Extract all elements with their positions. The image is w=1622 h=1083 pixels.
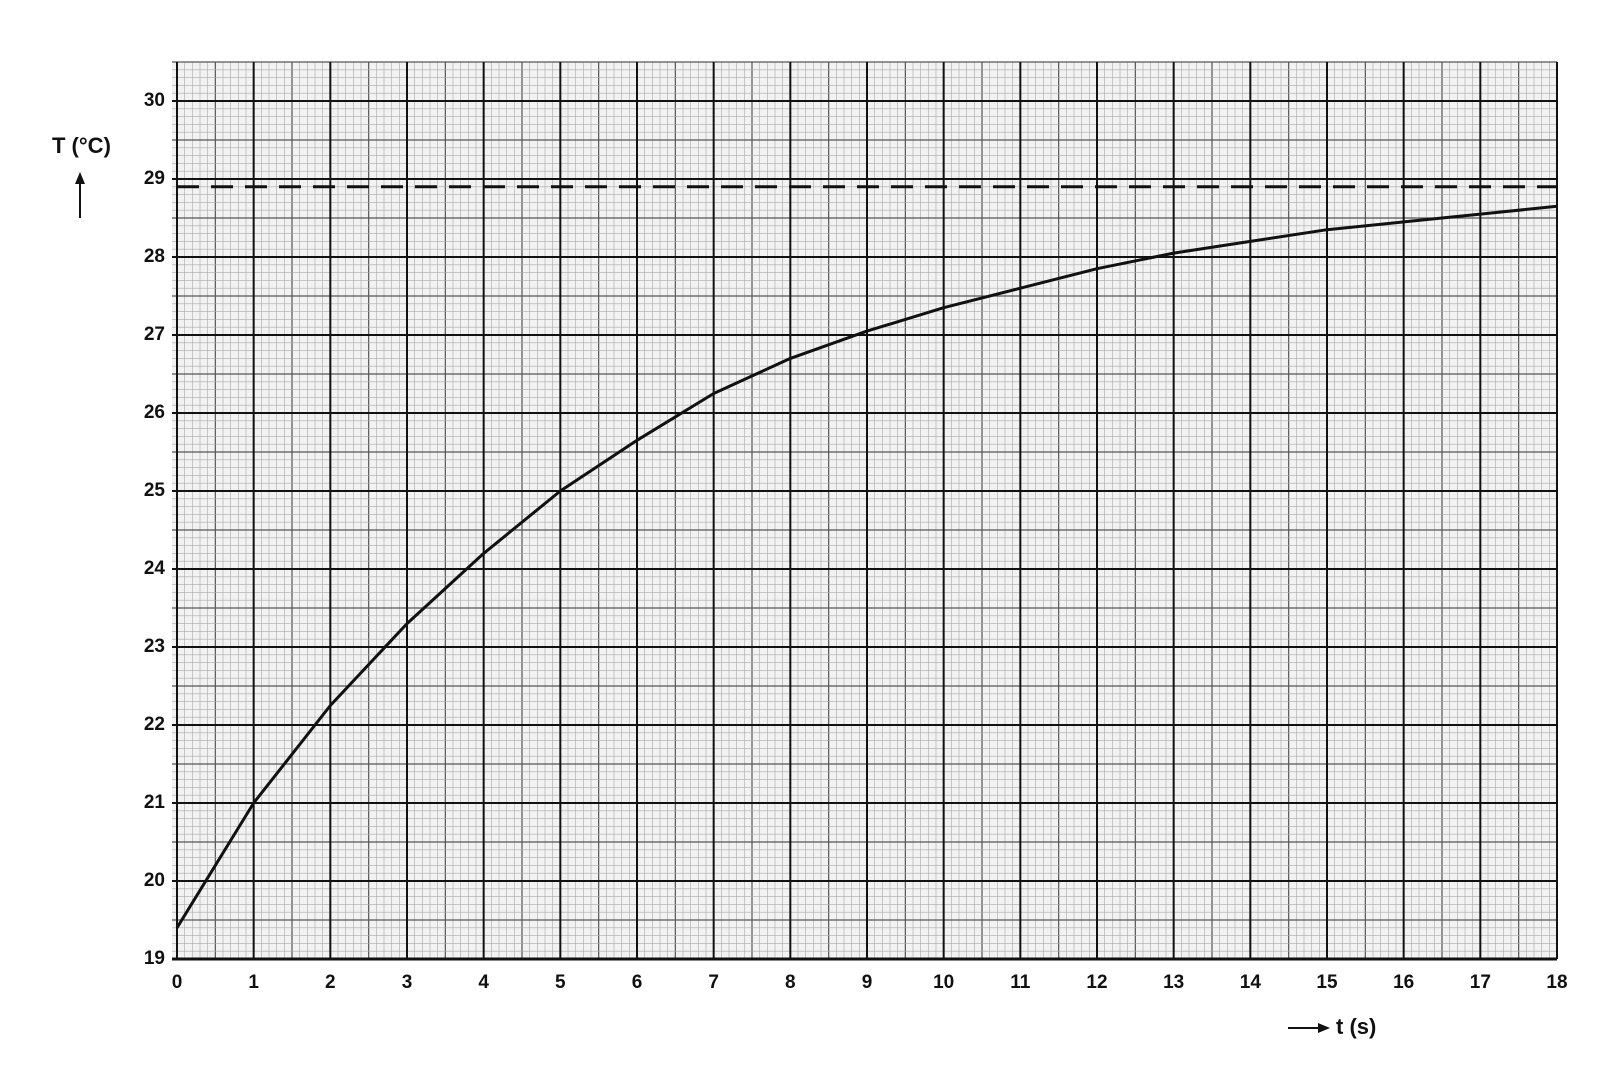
y-tick-label: 21 [144, 792, 166, 813]
x-tick-label: 6 [632, 972, 643, 993]
x-tick-label: 1 [248, 972, 259, 993]
x-tick-label: 8 [785, 972, 796, 993]
curve [175, 204, 1558, 929]
paper [172, 62, 1557, 959]
x-arrowhead [1318, 1023, 1330, 1033]
graph-paper [172, 61, 1558, 960]
x-tick-label: 18 [1546, 972, 1567, 993]
x-tick-label: 15 [1316, 972, 1338, 993]
major-grid [172, 62, 1558, 960]
x-tick-label: 4 [478, 972, 489, 993]
y-axis-label: T (°C) [52, 133, 111, 158]
x-tick-label: 3 [402, 972, 413, 993]
plot [172, 185, 1558, 961]
y-tick-label: 19 [144, 948, 165, 969]
y-tick-label: 29 [144, 168, 165, 189]
x-tick-label: 0 [172, 972, 183, 993]
y-tick-label: 30 [144, 90, 165, 111]
y-tick-label: 26 [144, 402, 165, 423]
x-tick-label: 14 [1240, 972, 1262, 993]
y-tick-label: 23 [144, 636, 165, 657]
x-tick-label: 17 [1470, 972, 1491, 993]
x-tick-label: 11 [1010, 972, 1031, 993]
x-tick-label: 9 [862, 972, 873, 993]
y-tick-label: 28 [144, 246, 165, 267]
x-tick-label: 16 [1393, 972, 1414, 993]
y-arrowhead [75, 172, 85, 184]
x-tick-label: 12 [1086, 972, 1107, 993]
y-tick-label: 24 [144, 558, 166, 579]
y-tick-label: 27 [144, 324, 165, 345]
x-axis-label: t (s) [1336, 1014, 1376, 1039]
y-tick-label: 25 [144, 480, 166, 501]
y-tick-label: 20 [144, 870, 165, 891]
x-tick-label: 7 [708, 972, 719, 993]
x-tick-label: 5 [555, 972, 566, 993]
x-tick-label: 13 [1163, 972, 1184, 993]
y-tick-label: 22 [144, 714, 165, 735]
x-tick-label: 10 [933, 972, 954, 993]
x-tick-label: 2 [325, 972, 336, 993]
